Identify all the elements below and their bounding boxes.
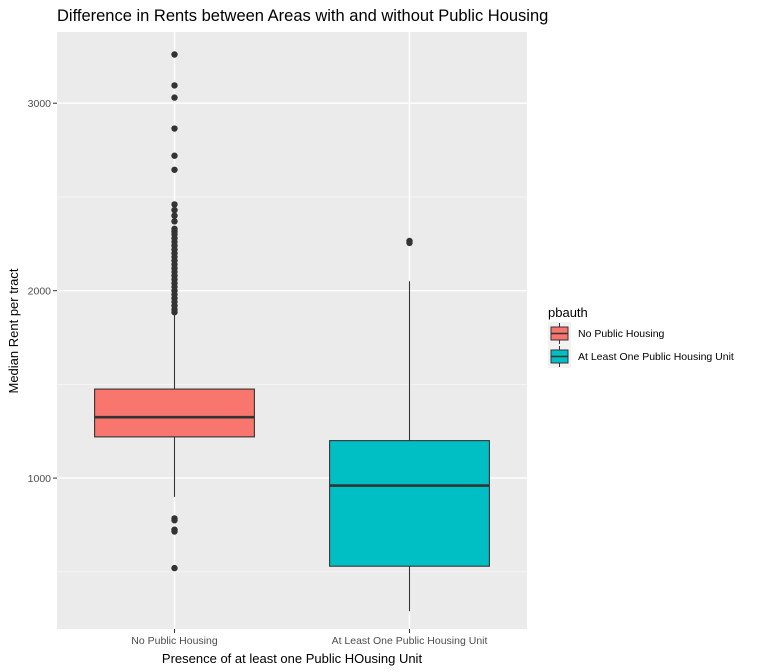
outlier-point	[171, 528, 178, 535]
box-iqr	[94, 388, 255, 438]
legend-label: At Least One Public Housing Unit	[578, 351, 734, 363]
outlier-point	[171, 51, 178, 58]
x-tick-label: At Least One Public Housing Unit	[332, 635, 488, 647]
box-iqr	[329, 440, 490, 567]
x-axis-title: Presence of at least one Public HOusing …	[162, 651, 423, 666]
boxplot-outliers	[171, 51, 413, 572]
legend-items: No Public Housing At Least One Public Hou…	[548, 322, 734, 368]
y-tick-label: 2000	[28, 286, 52, 298]
grid-minor	[57, 196, 527, 573]
y-tick-label: 3000	[28, 98, 52, 110]
outlier-point	[171, 564, 178, 572]
legend-label: No Public Housing	[578, 328, 665, 340]
x-axis: No Public Housing At Least One Public Hou…	[131, 629, 487, 647]
legend: pbauth No Public Housing At Least One Pub…	[548, 305, 734, 368]
legend-title: pbauth	[548, 305, 588, 320]
chart-title: Difference in Rents between Areas with a…	[57, 7, 548, 25]
outlier-point	[171, 206, 178, 214]
x-tick-label: No Public Housing	[131, 635, 218, 647]
outlier-point	[171, 152, 178, 159]
outlier-point	[171, 166, 178, 173]
legend-key	[548, 345, 571, 368]
outlier-point	[171, 517, 178, 524]
outlier-point	[171, 218, 178, 225]
outlier-point	[171, 212, 178, 219]
legend-key	[548, 322, 571, 345]
outlier-point	[171, 201, 178, 208]
outlier-point	[171, 309, 178, 316]
y-axis: 1000 2000 3000	[28, 98, 57, 485]
y-tick-label: 1000	[28, 473, 52, 485]
outlier-point	[171, 125, 178, 132]
outlier-point	[406, 239, 413, 247]
outlier-point	[171, 94, 178, 101]
outlier-point	[171, 82, 178, 89]
y-axis-title: Median Rent per tract	[6, 268, 21, 393]
boxplot-boxes	[94, 281, 490, 612]
